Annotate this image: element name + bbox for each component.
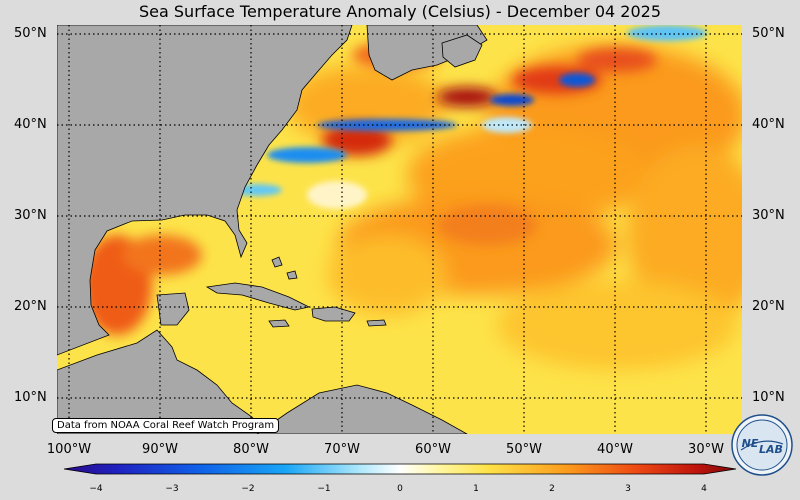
map-title: Sea Surface Temperature Anomaly (Celsius… <box>139 2 661 21</box>
bahamas-2 <box>286 270 298 280</box>
map-canvas <box>57 25 742 434</box>
lat-label-20n-right: 20°N <box>752 299 785 314</box>
newfoundland <box>441 34 483 68</box>
lon-label-40w: 40°W <box>597 442 633 457</box>
lat-label-40n-left: 40°N <box>14 117 47 132</box>
lon-label-30w: 30°W <box>688 442 724 457</box>
lon-label-90w: 90°W <box>142 442 178 457</box>
central-america <box>57 329 268 434</box>
colorbar-tick-3: 3 <box>625 484 631 494</box>
lat-label-50n-right: 50°N <box>752 26 785 41</box>
colorbar-ramp <box>63 463 737 475</box>
lat-label-20n-left: 20°N <box>14 299 47 314</box>
bahamas-1 <box>271 256 283 268</box>
yucatan <box>156 292 190 326</box>
lon-label-80w: 80°W <box>233 442 269 457</box>
colorbar-tick-minus3: −3 <box>165 484 179 494</box>
colorbar-tick-minus4: −4 <box>89 484 103 494</box>
lon-label-100w: 100°W <box>46 442 92 457</box>
lat-label-30n-right: 30°N <box>752 208 785 223</box>
north-america <box>57 25 353 356</box>
graticule <box>57 25 742 434</box>
land-masses <box>57 25 488 434</box>
jamaica <box>268 319 290 328</box>
sst-anomaly-map[interactable] <box>57 25 742 434</box>
puerto-rico <box>366 319 387 327</box>
lat-label-10n-right: 10°N <box>752 390 785 405</box>
lat-label-40n-right: 40°N <box>752 117 785 132</box>
colorbar <box>63 463 737 475</box>
colorbar-tick-4: 4 <box>701 484 707 494</box>
lat-label-10n-left: 10°N <box>14 390 47 405</box>
lat-label-50n-left: 50°N <box>14 26 47 41</box>
logo-text-right: LAB <box>759 443 783 456</box>
south-america <box>256 384 468 434</box>
colorbar-tick-1: 1 <box>473 484 479 494</box>
colorbar-tick-2: 2 <box>549 484 555 494</box>
logo-text-left: NE <box>742 437 759 450</box>
colorbar-tick-0: 0 <box>397 484 403 494</box>
data-credit-label: Data from NOAA Coral Reef Watch Program <box>52 418 280 433</box>
cuba <box>205 282 311 311</box>
hispaniola <box>311 306 356 322</box>
colorbar-tick-minus2: −2 <box>241 484 255 494</box>
colorbar-tick-minus1: −1 <box>317 484 331 494</box>
lon-label-50w: 50°W <box>506 442 542 457</box>
nemo-lab-logo: NE LAB <box>731 414 793 476</box>
lat-label-30n-left: 30°N <box>14 208 47 223</box>
lon-label-70w: 70°W <box>324 442 360 457</box>
lon-label-60w: 60°W <box>415 442 451 457</box>
